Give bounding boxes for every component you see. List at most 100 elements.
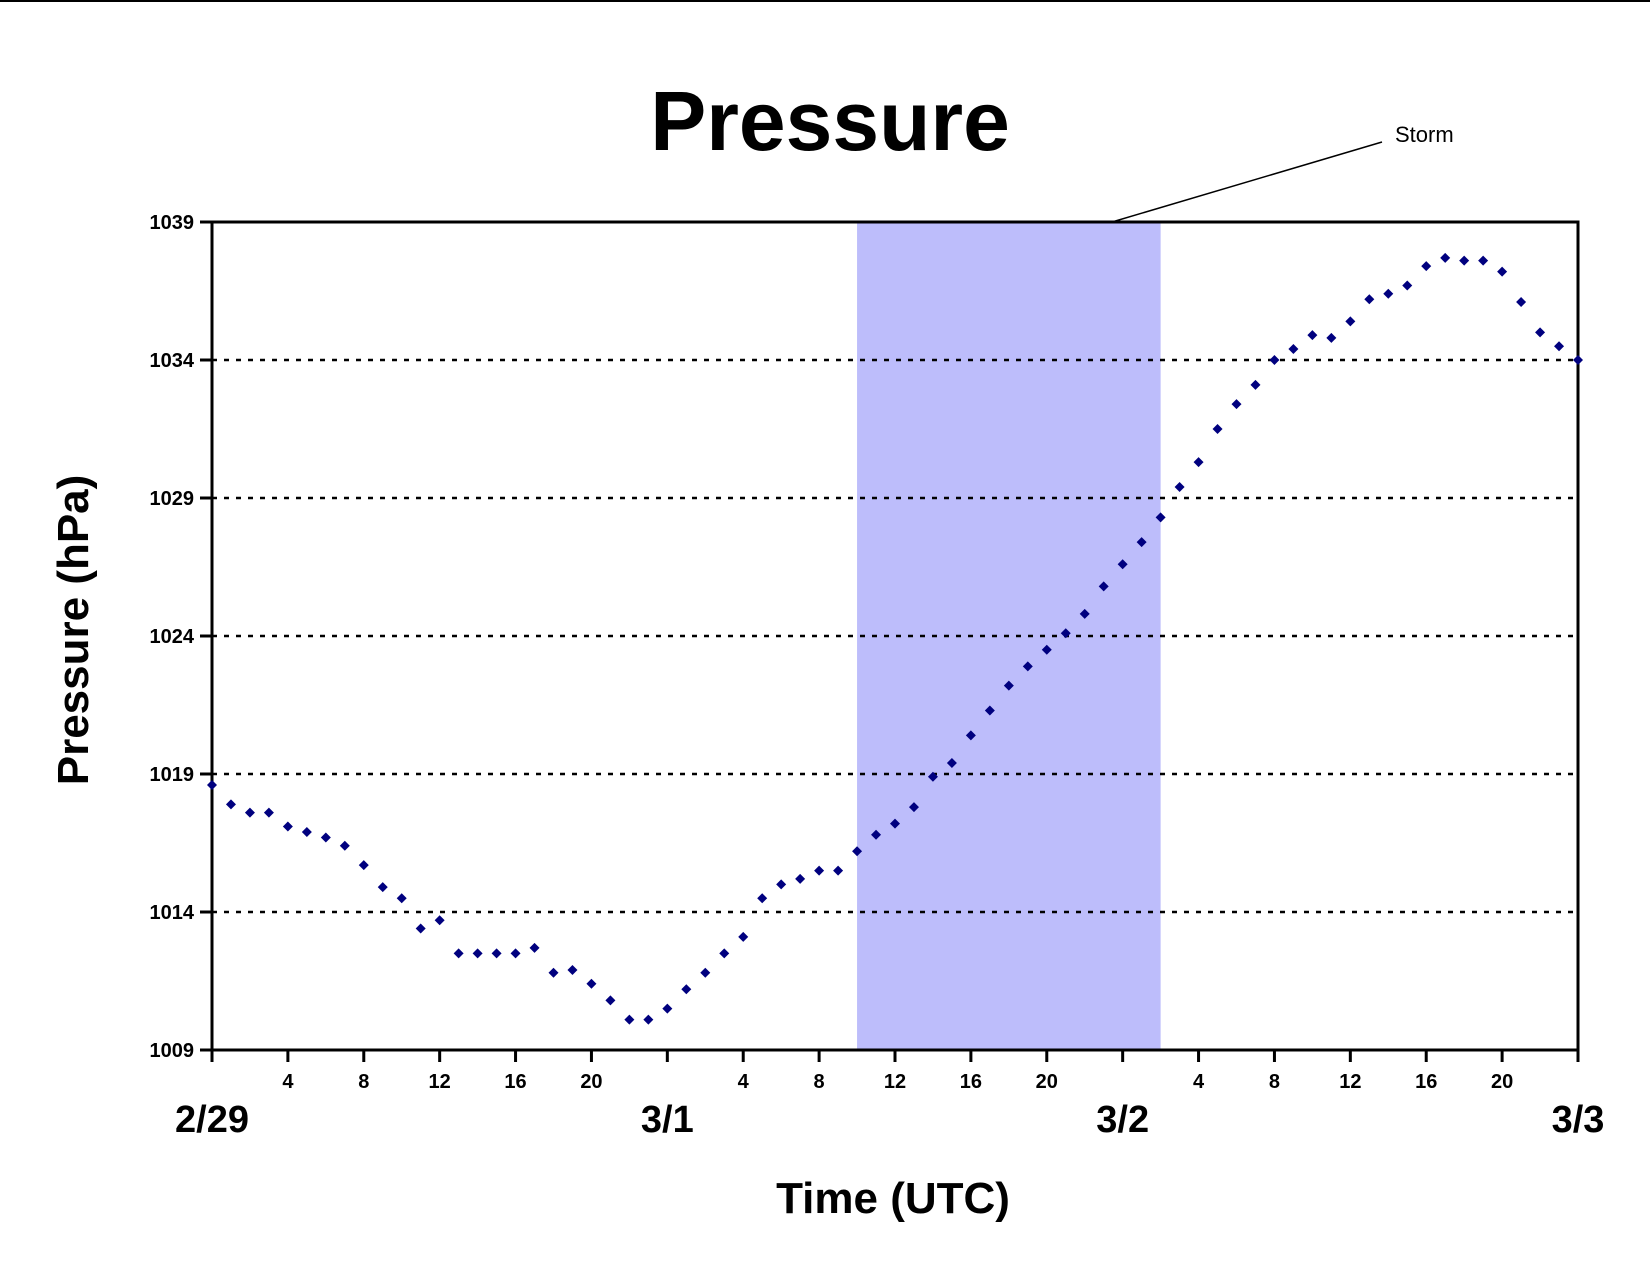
data-point xyxy=(1155,512,1166,523)
data-point xyxy=(1307,330,1318,341)
data-point xyxy=(776,879,787,890)
y-tick-label: 1024 xyxy=(150,626,195,648)
data-point xyxy=(1136,537,1147,548)
data-point xyxy=(1516,297,1527,308)
data-point xyxy=(871,829,882,840)
x-hour-label: 16 xyxy=(504,1071,526,1093)
y-tick-label: 1009 xyxy=(150,1040,195,1062)
x-hour-label: 8 xyxy=(358,1071,369,1093)
data-point xyxy=(358,860,369,871)
data-point xyxy=(396,893,407,904)
data-point xyxy=(605,995,616,1006)
data-point xyxy=(244,807,255,818)
data-point xyxy=(1478,255,1489,266)
data-point xyxy=(1041,644,1052,655)
data-point xyxy=(377,882,388,893)
data-point xyxy=(1497,266,1508,277)
data-point xyxy=(1098,581,1109,592)
x-hour-label: 12 xyxy=(884,1071,906,1093)
data-point xyxy=(510,948,521,959)
data-point xyxy=(1402,280,1413,291)
data-point xyxy=(1459,255,1470,266)
x-hour-label: 20 xyxy=(1491,1071,1513,1093)
data-point xyxy=(207,780,217,791)
x-date-label: 3/1 xyxy=(641,1099,694,1141)
label-layer: 1009 1014 1019 1024 1029 1034 1039 4 8 12 16 20 4 8 12… xyxy=(150,212,1605,1141)
data-point xyxy=(491,948,502,959)
data-point xyxy=(1193,457,1204,468)
data-point xyxy=(890,818,900,829)
data-point xyxy=(852,846,863,857)
x-hour-label: 12 xyxy=(1339,1071,1361,1093)
data-point xyxy=(700,967,711,978)
y-tick-label: 1029 xyxy=(150,488,195,510)
data-point xyxy=(434,915,445,926)
x-date-label: 2/29 xyxy=(175,1099,249,1141)
data-point xyxy=(984,705,995,716)
y-tick-label: 1019 xyxy=(150,764,195,786)
data-point xyxy=(339,840,350,851)
data-point xyxy=(662,1003,673,1014)
data-point xyxy=(320,832,331,843)
data-point xyxy=(1326,332,1337,343)
data-point xyxy=(415,923,426,934)
data-point xyxy=(1421,261,1432,272)
x-hour-label: 16 xyxy=(960,1071,982,1093)
x-axis-label: Time (UTC) xyxy=(776,1174,1010,1223)
data-point xyxy=(1022,661,1033,672)
data-point xyxy=(643,1014,654,1025)
data-point xyxy=(738,931,749,942)
data-point xyxy=(1079,608,1090,619)
data-point xyxy=(946,757,957,768)
x-hour-label: 20 xyxy=(1036,1071,1058,1093)
data-point xyxy=(567,964,578,975)
data-point xyxy=(1288,343,1299,354)
chart-title: Pressure xyxy=(650,74,1010,168)
y-tick-label: 1039 xyxy=(150,212,195,234)
data-point xyxy=(225,799,236,810)
data-point xyxy=(453,948,464,959)
data-point xyxy=(624,1014,635,1025)
x-hour-label: 16 xyxy=(1415,1071,1437,1093)
x-date-label: 3/3 xyxy=(1552,1099,1605,1141)
data-point xyxy=(1269,355,1280,365)
x-hour-label: 8 xyxy=(814,1071,825,1093)
data-point xyxy=(472,948,483,959)
data-point xyxy=(833,865,844,876)
y-tick-label: 1034 xyxy=(150,350,195,372)
x-hour-label: 8 xyxy=(1269,1071,1280,1093)
data-point xyxy=(282,821,293,832)
x-hour-label: 4 xyxy=(1193,1071,1205,1093)
y-tick-label: 1014 xyxy=(150,902,195,924)
x-hour-label: 20 xyxy=(580,1071,602,1093)
data-point xyxy=(1364,294,1375,305)
storm-annotation-line xyxy=(1111,141,1383,223)
storm-annotation-label: Storm xyxy=(1395,122,1454,147)
data-point xyxy=(1554,341,1565,352)
x-date-label: 3/2 xyxy=(1096,1099,1149,1141)
data-point xyxy=(1231,399,1242,410)
data-point xyxy=(814,865,825,876)
data-point xyxy=(529,942,540,953)
data-point xyxy=(1117,559,1128,570)
data-point xyxy=(1345,316,1356,327)
data-point xyxy=(1174,481,1185,492)
y-axis-label: Pressure (hPa) xyxy=(49,475,98,786)
data-point xyxy=(1003,680,1014,691)
data-point xyxy=(301,826,312,837)
tick-layer xyxy=(200,220,1580,1062)
data-point xyxy=(681,984,692,995)
data-point xyxy=(757,893,768,904)
data-point xyxy=(795,873,806,884)
data-point xyxy=(263,807,274,818)
x-hour-label: 12 xyxy=(429,1071,451,1093)
data-point xyxy=(1440,252,1451,263)
data-point xyxy=(1573,355,1583,365)
data-point xyxy=(586,978,597,989)
data-point xyxy=(965,730,976,741)
data-point xyxy=(1535,327,1546,338)
marker-layer xyxy=(207,252,1583,1025)
data-point xyxy=(1383,288,1394,299)
data-point xyxy=(548,967,559,978)
